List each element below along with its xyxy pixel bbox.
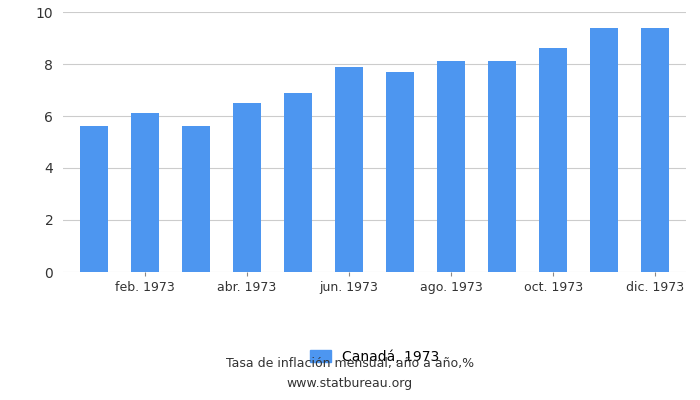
Text: www.statbureau.org: www.statbureau.org <box>287 378 413 390</box>
Bar <box>233 103 261 272</box>
Bar <box>80 126 108 272</box>
Bar <box>488 61 516 272</box>
Bar <box>284 92 312 272</box>
Bar <box>386 72 414 272</box>
Legend: Canadá, 1973: Canadá, 1973 <box>310 350 439 364</box>
Bar <box>437 61 465 272</box>
Bar <box>539 48 567 272</box>
Bar <box>590 28 618 272</box>
Bar <box>131 114 159 272</box>
Bar <box>335 66 363 272</box>
Bar <box>641 28 669 272</box>
Text: Tasa de inflación mensual, año a año,%: Tasa de inflación mensual, año a año,% <box>226 358 474 370</box>
Bar <box>182 126 210 272</box>
